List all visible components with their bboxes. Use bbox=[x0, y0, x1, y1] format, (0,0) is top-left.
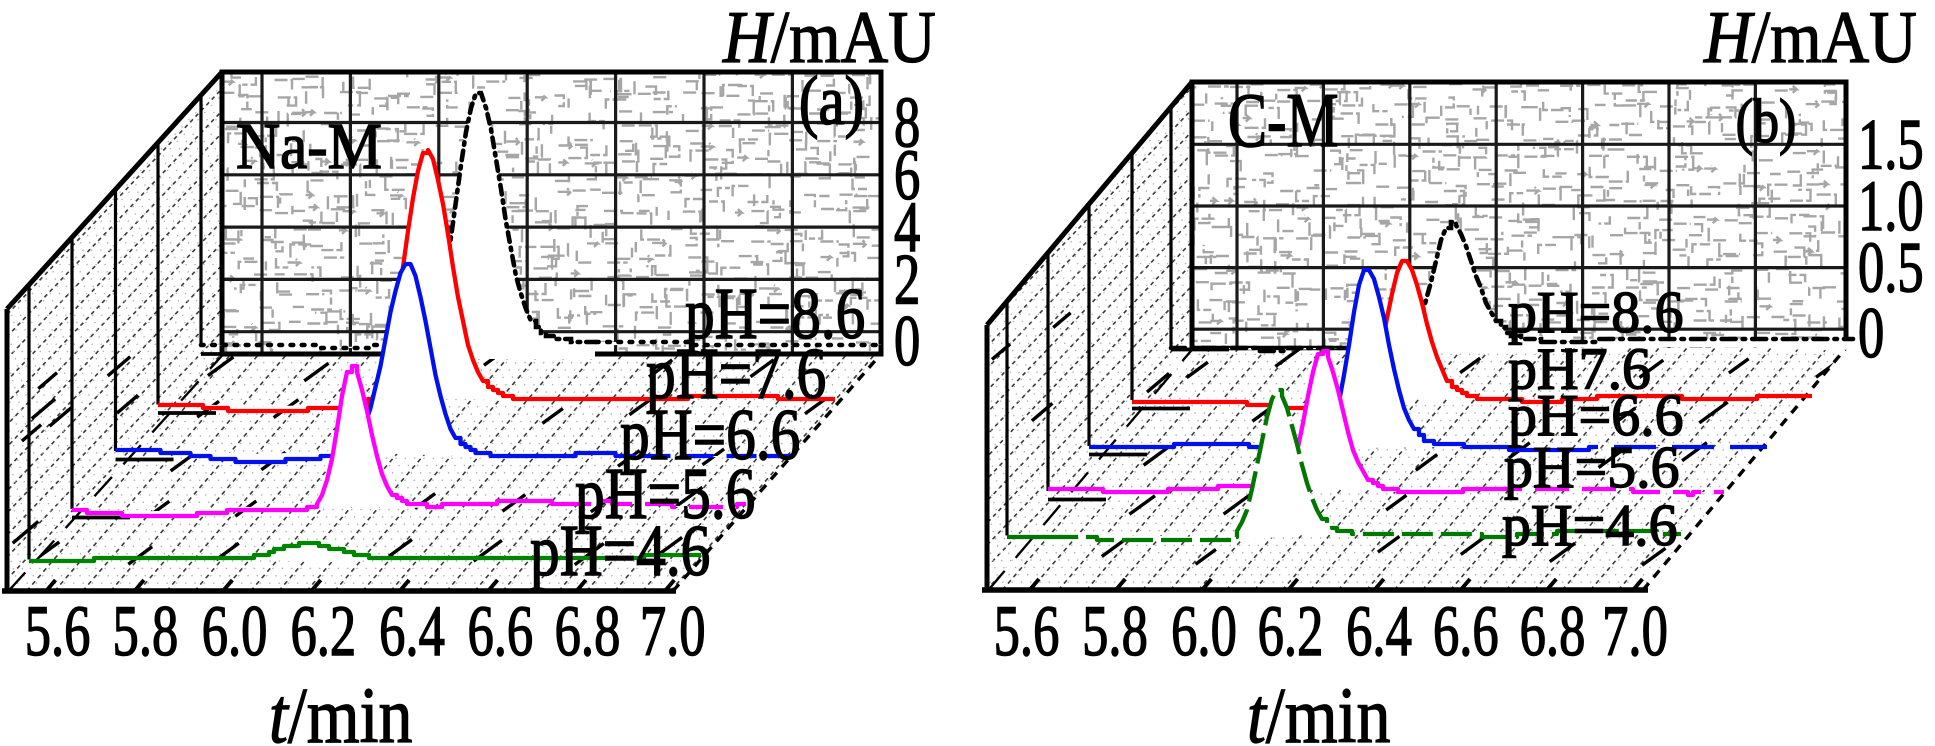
svg-text:pH=4.6: pH=4.6 bbox=[1502, 492, 1678, 558]
svg-text:pH=6.6: pH=6.6 bbox=[620, 395, 800, 475]
svg-text:1.0: 1.0 bbox=[1858, 166, 1924, 246]
svg-text:H/mAU: H/mAU bbox=[722, 0, 936, 79]
svg-text:2: 2 bbox=[894, 239, 920, 319]
svg-text:5.8: 5.8 bbox=[113, 591, 179, 671]
svg-text:6.0: 6.0 bbox=[202, 591, 268, 671]
svg-text:6.4: 6.4 bbox=[1346, 591, 1412, 671]
svg-text:t/min: t/min bbox=[269, 671, 412, 746]
svg-text:7.0: 7.0 bbox=[640, 591, 706, 671]
svg-text:0: 0 bbox=[894, 301, 920, 381]
svg-text:C-M: C-M bbox=[1228, 77, 1339, 163]
svg-text:6.2: 6.2 bbox=[1258, 591, 1324, 671]
svg-text:6.6: 6.6 bbox=[467, 591, 533, 671]
svg-text:6.4: 6.4 bbox=[379, 591, 445, 671]
svg-text:5.8: 5.8 bbox=[1082, 591, 1148, 671]
svg-text:Na-M: Na-M bbox=[236, 109, 382, 183]
svg-text:(a): (a) bbox=[799, 61, 864, 139]
svg-text:pH=5.6: pH=5.6 bbox=[1504, 434, 1680, 500]
svg-text:4: 4 bbox=[894, 187, 920, 267]
svg-text:7.0: 7.0 bbox=[1602, 591, 1668, 671]
svg-text:pH7.6: pH7.6 bbox=[1508, 336, 1651, 402]
svg-text:H/mAU: H/mAU bbox=[1703, 0, 1917, 79]
svg-text:6.8: 6.8 bbox=[1520, 591, 1586, 671]
svg-text:6: 6 bbox=[894, 135, 920, 215]
svg-text:6.6: 6.6 bbox=[1433, 591, 1499, 671]
svg-text:5.6: 5.6 bbox=[994, 591, 1060, 671]
svg-text:8: 8 bbox=[894, 83, 920, 163]
svg-text:1.5: 1.5 bbox=[1858, 104, 1924, 184]
svg-text:pH=8.6: pH=8.6 bbox=[1508, 279, 1684, 345]
svg-text:0.5: 0.5 bbox=[1858, 228, 1924, 308]
svg-text:pH=8.6: pH=8.6 bbox=[685, 274, 865, 354]
svg-text:pH=7.6: pH=7.6 bbox=[646, 334, 826, 414]
svg-text:6.8: 6.8 bbox=[555, 591, 621, 671]
svg-text:t/min: t/min bbox=[1247, 671, 1390, 746]
svg-text:6.0: 6.0 bbox=[1171, 591, 1237, 671]
svg-text:pH=5.6: pH=5.6 bbox=[575, 454, 755, 534]
svg-text:(b): (b) bbox=[1736, 88, 1797, 156]
svg-text:6.2: 6.2 bbox=[290, 591, 356, 671]
svg-text:pH=4.6: pH=4.6 bbox=[530, 511, 710, 591]
svg-text:5.6: 5.6 bbox=[25, 591, 91, 671]
svg-text:0: 0 bbox=[1858, 293, 1884, 373]
svg-text:pH=6.6: pH=6.6 bbox=[1508, 382, 1684, 448]
